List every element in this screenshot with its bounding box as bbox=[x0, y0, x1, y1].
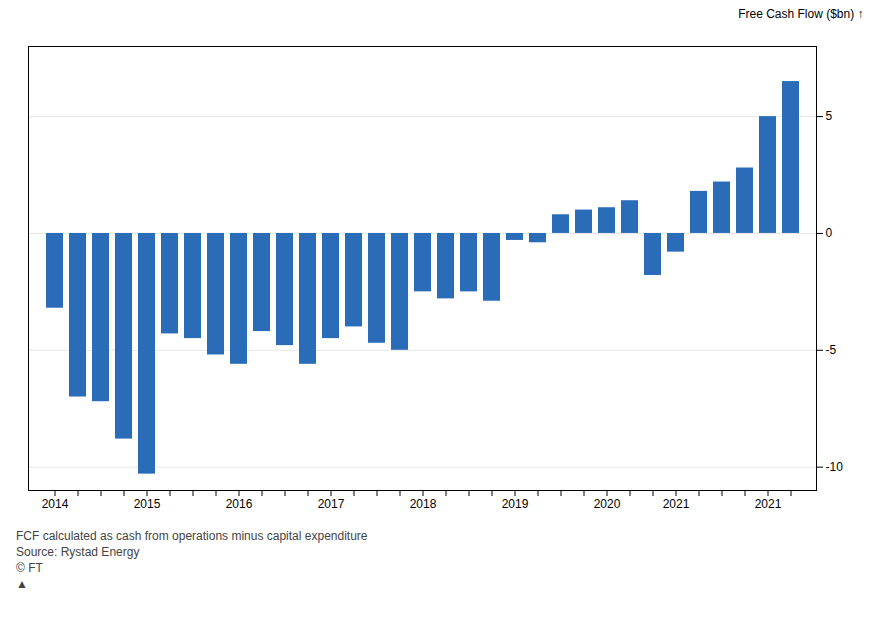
svg-text:2021: 2021 bbox=[663, 497, 690, 511]
svg-text:-5: -5 bbox=[826, 343, 837, 357]
html-text:Source: Rystad Energy: Source: Rystad Energy bbox=[16, 545, 140, 559]
svg-text:-10: -10 bbox=[826, 460, 844, 474]
svg-text:2016: 2016 bbox=[226, 497, 253, 511]
svg-text:2019: 2019 bbox=[502, 497, 529, 511]
svg-text:2017: 2017 bbox=[318, 497, 345, 511]
svg-text:2014: 2014 bbox=[42, 497, 69, 511]
svg-text:Free Cash Flow ($bn) ↑: Free Cash Flow ($bn) ↑ bbox=[738, 7, 863, 21]
svg-text:2020: 2020 bbox=[594, 497, 621, 511]
html-text:FCF calculated as cash from op: FCF calculated as cash from operations m… bbox=[16, 529, 368, 543]
svg-text:0: 0 bbox=[826, 226, 833, 240]
html-text:© FT: © FT bbox=[16, 561, 43, 575]
svg-text:2015: 2015 bbox=[134, 497, 161, 511]
svg-text:5: 5 bbox=[826, 109, 833, 123]
svg-text:2018: 2018 bbox=[410, 497, 437, 511]
svg-text:2021: 2021 bbox=[755, 497, 782, 511]
